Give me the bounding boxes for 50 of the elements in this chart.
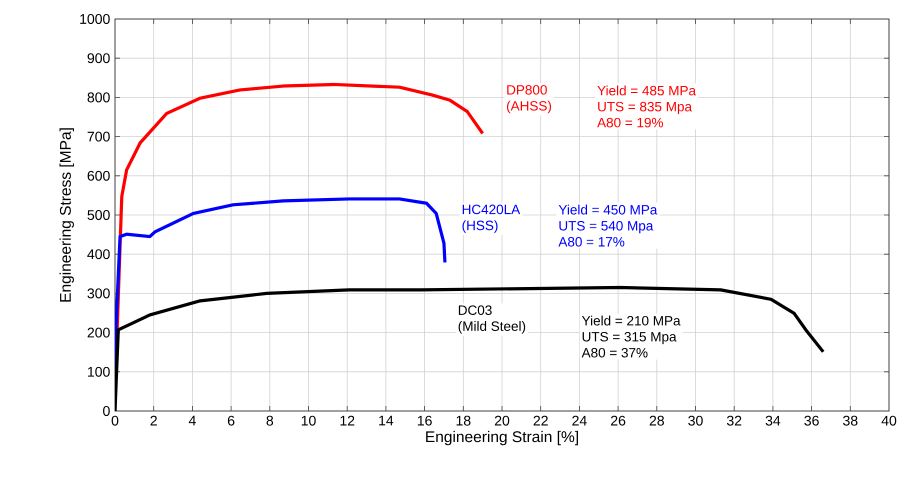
y-tick-label: 700	[88, 132, 110, 142]
y-axis-title: Engineering Stress [MPa]	[60, 128, 74, 302]
x-tick-label: 34	[766, 416, 780, 426]
x-tick-label: 32	[726, 416, 742, 426]
x-tick-label: 4	[188, 416, 196, 426]
x-tick-label: 10	[302, 416, 316, 426]
x-axis-title: Engineering Strain [%]	[426, 430, 578, 446]
x-tick-label: 16	[418, 416, 432, 426]
y-tick-label: 100	[88, 366, 110, 377]
x-tick-label: 26	[611, 416, 626, 426]
x-tick-label: 2	[150, 416, 157, 426]
x-tick-label: 28	[650, 416, 664, 426]
annotation: UTS = 315 Mpa	[582, 332, 677, 344]
x-tick-label: 30	[688, 416, 703, 426]
y-tick-label: 300	[87, 288, 110, 298]
annotation: A80 = 37%	[582, 348, 648, 358]
annotation: UTS = 540 Mpa	[559, 221, 654, 234]
y-tick-label: 500	[88, 210, 110, 220]
annotation: HC420LA	[462, 204, 520, 214]
x-tick-label: 36	[804, 416, 819, 426]
x-tick-label: 14	[379, 416, 394, 426]
annotation: A80 = 17%	[558, 237, 624, 247]
x-tick-label: 20	[494, 416, 510, 426]
annotation: DP800	[507, 85, 547, 95]
annotation: (Mild Steel)	[458, 321, 526, 334]
x-tick-label: 8	[266, 416, 274, 426]
annotation: DC03	[458, 305, 492, 315]
x-tick-label: 0	[112, 416, 118, 426]
annotation: (HSS)	[462, 220, 498, 233]
x-tick-label: 18	[456, 416, 470, 426]
x-tick-label: 6	[228, 416, 234, 426]
y-tick-label: 1000	[80, 14, 110, 24]
y-tick-label: 200	[88, 328, 110, 338]
x-tick-label: 22	[534, 416, 548, 426]
annotation: Yield = 485 MPa	[597, 85, 696, 96]
x-tick-label: 40	[882, 416, 896, 426]
y-tick-label: 900	[88, 53, 110, 64]
annotation: Yield = 210 MPa	[582, 316, 681, 326]
annotation: A80 = 19%	[597, 118, 664, 128]
annotation: Yield = 450 MPa	[558, 204, 658, 215]
x-tick-label: 24	[572, 416, 587, 426]
x-tick-label: 12	[340, 416, 354, 426]
line-series	[115, 286, 825, 412]
annotation: (AHSS)	[506, 100, 552, 114]
annotation: UTS = 835 Mpa	[598, 102, 692, 114]
y-tick-label: 0	[103, 406, 110, 416]
y-tick-label: 400	[87, 249, 110, 260]
x-tick-label: 38	[843, 416, 858, 426]
y-tick-label: 800	[88, 92, 110, 102]
y-tick-label: 600	[88, 170, 110, 181]
